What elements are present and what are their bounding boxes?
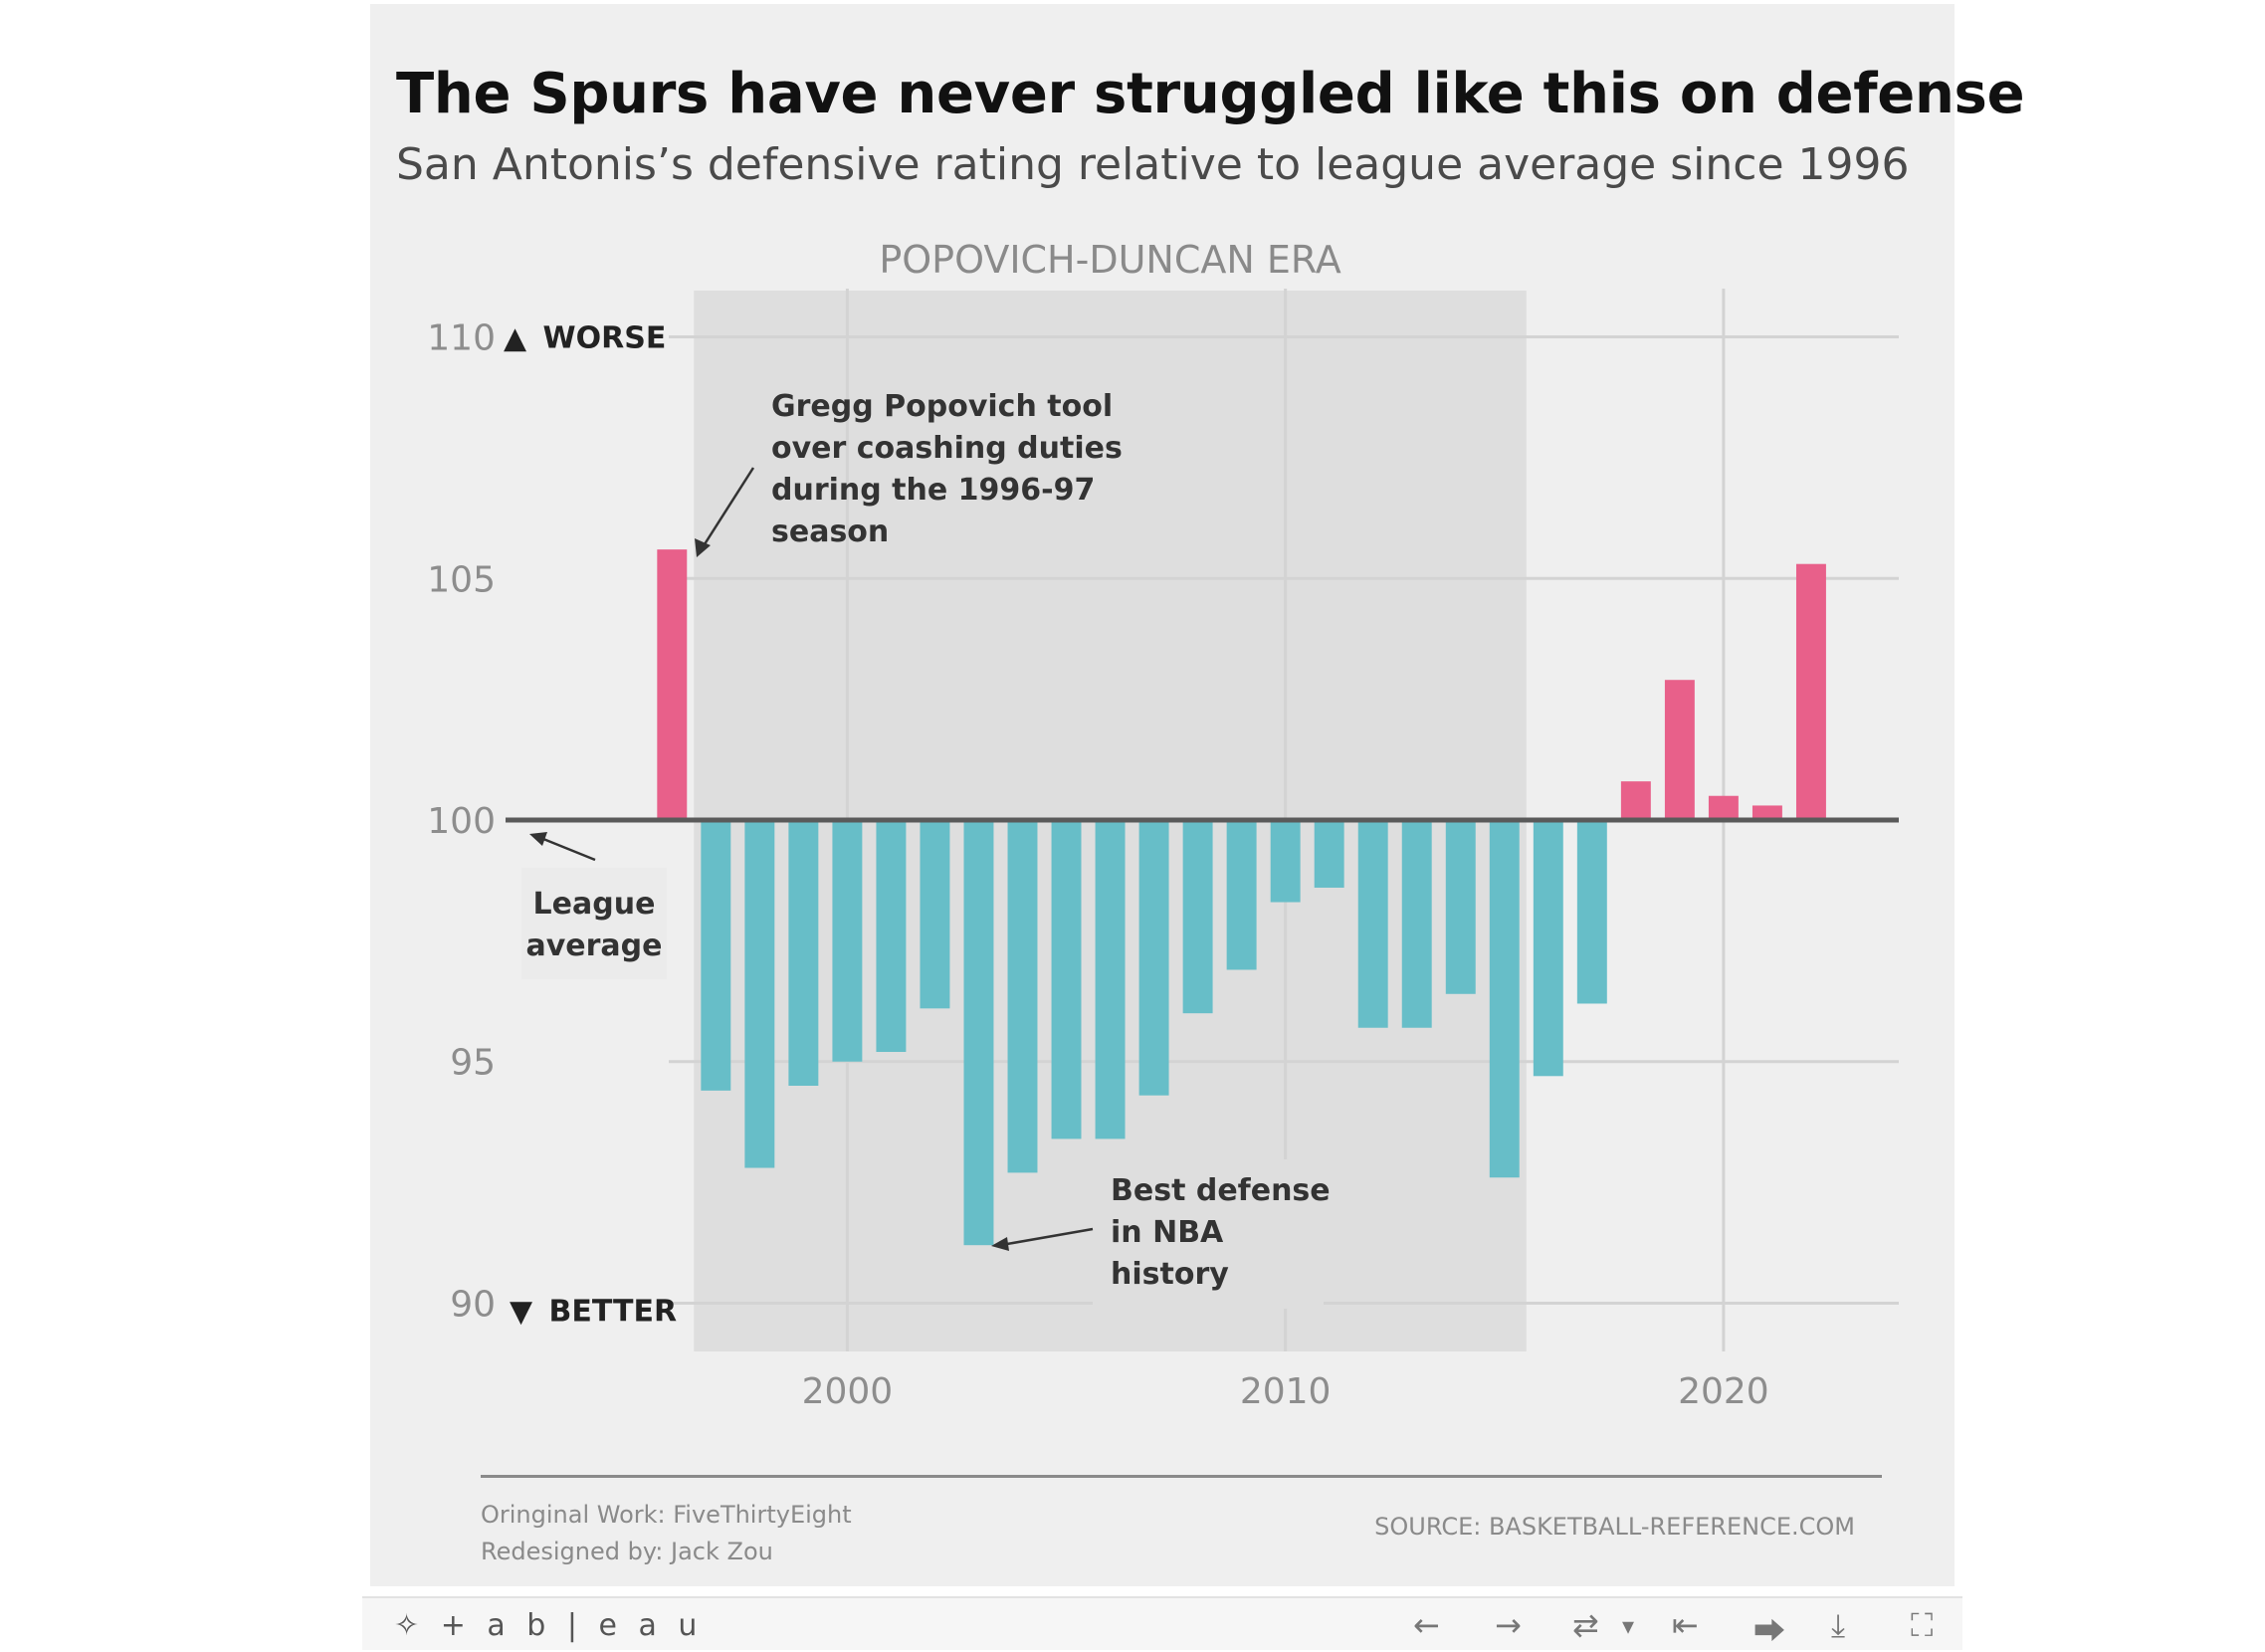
y-tick-label: 105 [427,559,496,600]
svg-text:over coashing duties: over coashing duties [771,431,1123,466]
annotation-league-average: League average [521,832,667,979]
redo-button[interactable]: → [1495,1606,1522,1644]
bar-2000 [832,820,863,1062]
tableau-wordmark: + a b | e a u [440,1608,704,1643]
bar-2022 [1795,563,1826,820]
bar-2006 [1095,820,1126,1139]
bar-2003 [963,820,994,1246]
down-arrow-icon: ▼ [510,1294,532,1329]
bar-2019 [1664,680,1695,820]
up-arrow-icon: ▲ [504,321,526,356]
bar-2001 [876,820,907,1053]
svg-text:season: season [771,515,889,549]
bar-2010 [1270,820,1301,903]
bars [657,549,1826,1246]
annotation-line: during the 1996-97 [771,473,1095,508]
annotation-line: over coashing duties [771,431,1123,466]
x-axis-ticks: 2000 2010 2020 [802,1371,1769,1412]
bar-2020 [1708,795,1739,820]
annotation-background [521,868,667,979]
y-axis-ticks: 90 95 100 105 110 [427,318,496,1326]
era-label: POPOVICH-DUNCAN ERA [879,238,1340,282]
annotation-background [1093,1159,1324,1309]
bar-2002 [920,820,950,1009]
bar-2007 [1138,820,1169,1096]
bar-2013 [1401,820,1432,1028]
annotation-line: in NBA [1111,1215,1224,1250]
bar-1998 [744,820,775,1168]
credit-original: Oringinal Work: FiveThirtyEight [481,1501,852,1529]
tableau-logo[interactable]: ✧ + a b | e a u [394,1608,703,1643]
bar-2021 [1751,805,1782,820]
svg-text:during the 1996-97: during the 1996-97 [771,473,1095,508]
chart-title: The Spurs have never struggled like this… [396,62,2025,126]
revert-menu-chevron-icon[interactable]: ▾ [1622,1612,1635,1640]
annotation-line: League [533,887,656,922]
x-tick-label: 2010 [1240,1371,1332,1412]
y-tick-label: 90 [450,1284,496,1325]
y-tick-label: 110 [427,318,496,359]
x-tick-label: 2000 [802,1371,894,1412]
annotation-arrowhead [529,832,547,846]
annotation-arrowhead [991,1237,1009,1251]
svg-text:Gregg Popovich tool: Gregg Popovich tool [771,389,1113,424]
better-label: ▼ BETTER [510,1294,677,1329]
download-button[interactable]: ⤓ [1831,1606,1846,1644]
bar-2014 [1445,820,1476,994]
bar-2009 [1226,820,1257,970]
bar-2011 [1314,820,1344,888]
footer-divider [481,1475,1882,1478]
annotation-best-defense: Best defense in NBA history [991,1159,1331,1309]
x-tick-label: 2020 [1678,1371,1769,1412]
better-text: BETTER [549,1294,678,1329]
bar-2004 [1007,820,1038,1173]
bar-1997 [701,820,731,1091]
bar-2018 [1620,781,1651,820]
annotation-line: Gregg Popovich tool [771,389,1113,424]
annotation-arrow [542,837,596,862]
bar-1999 [788,820,819,1086]
annotation-line: season [771,515,889,549]
credit-redesign: Redesigned by: Jack Zou [481,1538,773,1565]
chart-subtitle: San Antonis’s defensive rating relative … [396,139,1910,190]
annotation-arrow [1006,1227,1094,1246]
reset-button[interactable]: ⇤ [1672,1606,1699,1644]
annotation-line: history [1111,1257,1229,1292]
bar-1996 [657,549,688,820]
annotation-arrowhead [695,538,711,557]
undo-button[interactable]: ← [1413,1606,1440,1644]
share-button[interactable]: ⮕ [1753,1612,1786,1650]
worse-label: ▲ WORSE [504,321,666,356]
annotation-line: average [525,929,662,963]
worse-text: WORSE [543,321,667,356]
tableau-cross-icon: ✧ [394,1608,426,1643]
bar-2012 [1357,820,1388,1028]
bar-2017 [1576,820,1607,1004]
fullscreen-button[interactable]: ⛶ [1911,1606,1934,1644]
source-note: SOURCE: BASKETBALL-REFERENCE.COM [1374,1513,1855,1541]
y-tick-label: 100 [427,801,496,842]
bar-2015 [1489,820,1520,1178]
y-tick-label: 95 [450,1043,496,1084]
bar-2016 [1533,820,1563,1077]
annotation-arrow [701,467,755,548]
tableau-toolbar: ✧ + a b | e a u ← → ⇄ ▾ ⇤ ⮕ ⤓ ⛶ [362,1596,1962,1650]
annotation-popovich: Gregg Popovich tool over coashing duties… [695,389,1123,557]
revert-button[interactable]: ⇄ [1572,1606,1599,1644]
bar-2005 [1051,820,1082,1139]
annotation-line: Best defense [1111,1173,1331,1208]
bar-2008 [1182,820,1213,1014]
